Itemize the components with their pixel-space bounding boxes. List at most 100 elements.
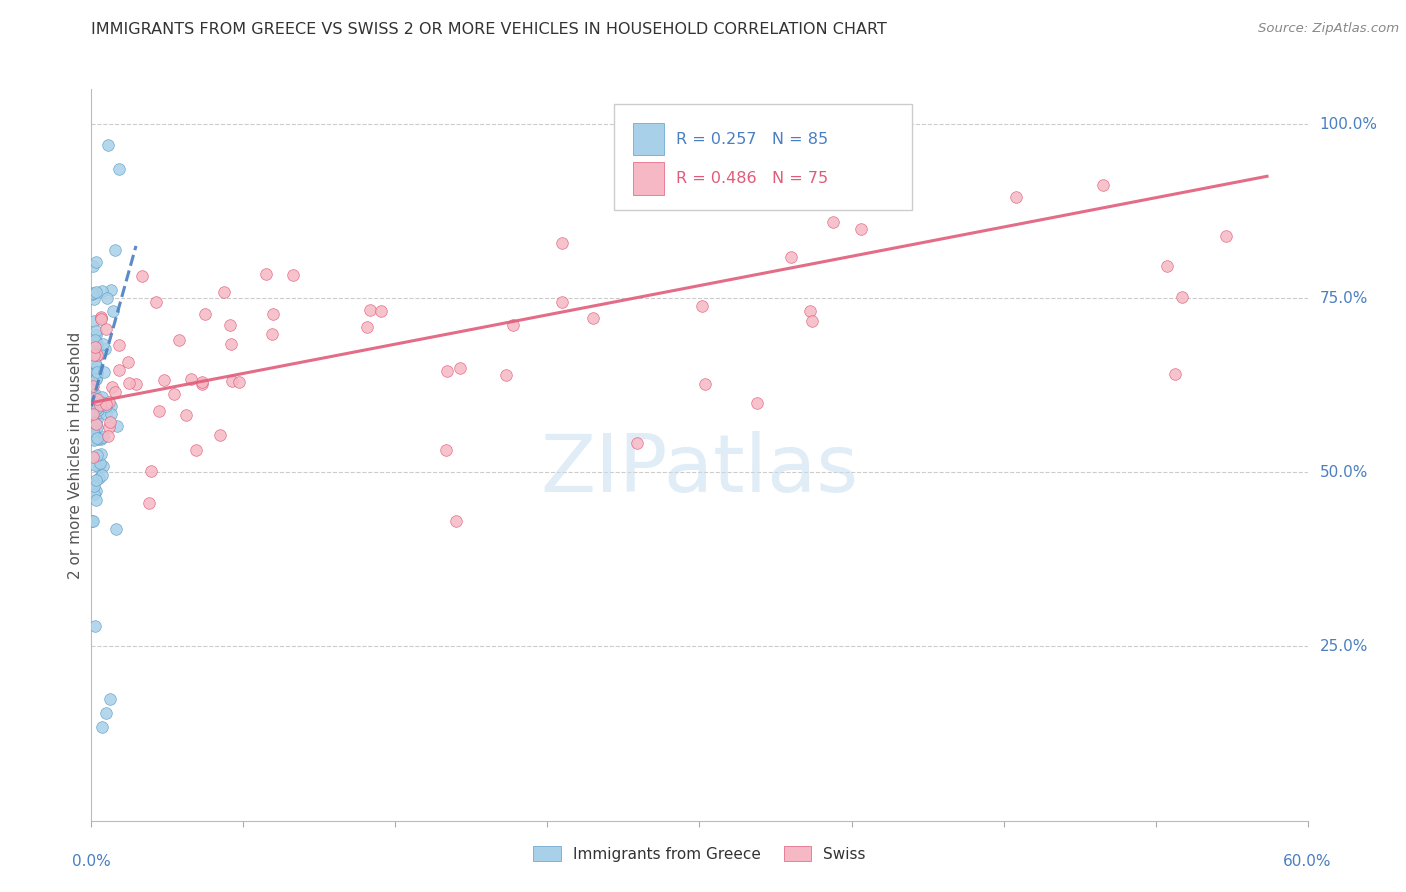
Point — [105, 419, 128, 434]
Point — [90, 312, 112, 326]
Point — [254, 268, 277, 282]
Point — [141, 464, 163, 478]
Point — [97, 429, 120, 443]
Text: 50.0%: 50.0% — [1320, 465, 1368, 480]
Point — [356, 320, 378, 334]
Text: 60.0%: 60.0% — [1284, 854, 1331, 869]
Point — [184, 443, 207, 458]
Point — [83, 313, 105, 327]
Point — [434, 442, 457, 457]
Point — [191, 376, 214, 390]
Point — [138, 496, 160, 510]
Point — [101, 304, 124, 318]
Point — [163, 387, 186, 401]
Point — [91, 390, 114, 404]
Point — [167, 333, 190, 347]
Point — [626, 436, 648, 450]
Point — [82, 450, 104, 464]
Point — [87, 402, 110, 417]
Point — [550, 295, 572, 310]
Point — [83, 292, 105, 306]
Point — [83, 391, 105, 405]
Text: Source: ZipAtlas.com: Source: ZipAtlas.com — [1258, 22, 1399, 36]
Point — [221, 375, 243, 389]
Point — [218, 318, 240, 333]
Point — [108, 363, 131, 377]
Point — [82, 368, 104, 382]
Point — [94, 408, 117, 422]
Point — [86, 365, 108, 379]
Point — [219, 336, 242, 351]
Point — [82, 407, 104, 421]
Point — [90, 310, 112, 325]
Point — [208, 428, 231, 442]
Point — [91, 459, 114, 474]
Point — [86, 419, 108, 434]
Point — [145, 294, 167, 309]
Point — [82, 408, 104, 422]
Point — [87, 460, 110, 475]
Point — [84, 458, 107, 472]
Point — [82, 380, 104, 394]
Point — [93, 365, 115, 379]
Point — [83, 434, 105, 448]
Point — [1215, 228, 1237, 243]
Point — [90, 432, 112, 446]
Point — [800, 314, 823, 328]
Point — [176, 408, 198, 422]
Point — [444, 514, 467, 528]
Point — [1170, 290, 1192, 304]
Point — [86, 412, 108, 426]
FancyBboxPatch shape — [614, 103, 912, 210]
Point — [82, 514, 104, 528]
Point — [82, 287, 104, 301]
Point — [89, 398, 111, 412]
Point — [91, 467, 114, 482]
Point — [89, 405, 111, 419]
Point — [86, 372, 108, 386]
Point — [86, 337, 108, 351]
Point — [125, 377, 148, 392]
Text: 25.0%: 25.0% — [1320, 639, 1368, 654]
Point — [551, 236, 574, 251]
Point — [84, 356, 107, 370]
FancyBboxPatch shape — [633, 162, 664, 194]
Point — [86, 431, 108, 445]
Point — [90, 720, 112, 734]
Point — [194, 307, 217, 321]
Point — [799, 303, 821, 318]
Point — [191, 376, 214, 391]
Point — [93, 336, 115, 351]
Point — [108, 338, 131, 352]
Point — [90, 284, 112, 298]
Point — [90, 395, 112, 409]
Point — [82, 514, 104, 528]
Point — [84, 473, 107, 487]
Point — [104, 522, 127, 536]
Point — [100, 283, 122, 297]
Point — [84, 334, 107, 349]
Point — [96, 399, 118, 413]
Point — [90, 310, 112, 325]
Point — [495, 368, 517, 383]
Point — [84, 417, 107, 431]
Point — [84, 484, 107, 499]
Point — [83, 479, 105, 493]
Point — [83, 388, 105, 402]
Point — [582, 310, 605, 325]
Point — [98, 415, 121, 429]
Point — [94, 706, 117, 720]
Point — [97, 394, 120, 409]
Point — [436, 364, 458, 378]
Point — [131, 268, 153, 283]
Point — [82, 433, 104, 447]
Point — [86, 392, 108, 407]
Legend: Immigrants from Greece, Swiss: Immigrants from Greece, Swiss — [527, 840, 872, 868]
Point — [83, 415, 105, 429]
Point — [93, 343, 115, 357]
Point — [104, 244, 127, 258]
Point — [83, 427, 105, 442]
Point — [179, 371, 201, 385]
Point — [86, 368, 108, 382]
Point — [86, 394, 108, 409]
